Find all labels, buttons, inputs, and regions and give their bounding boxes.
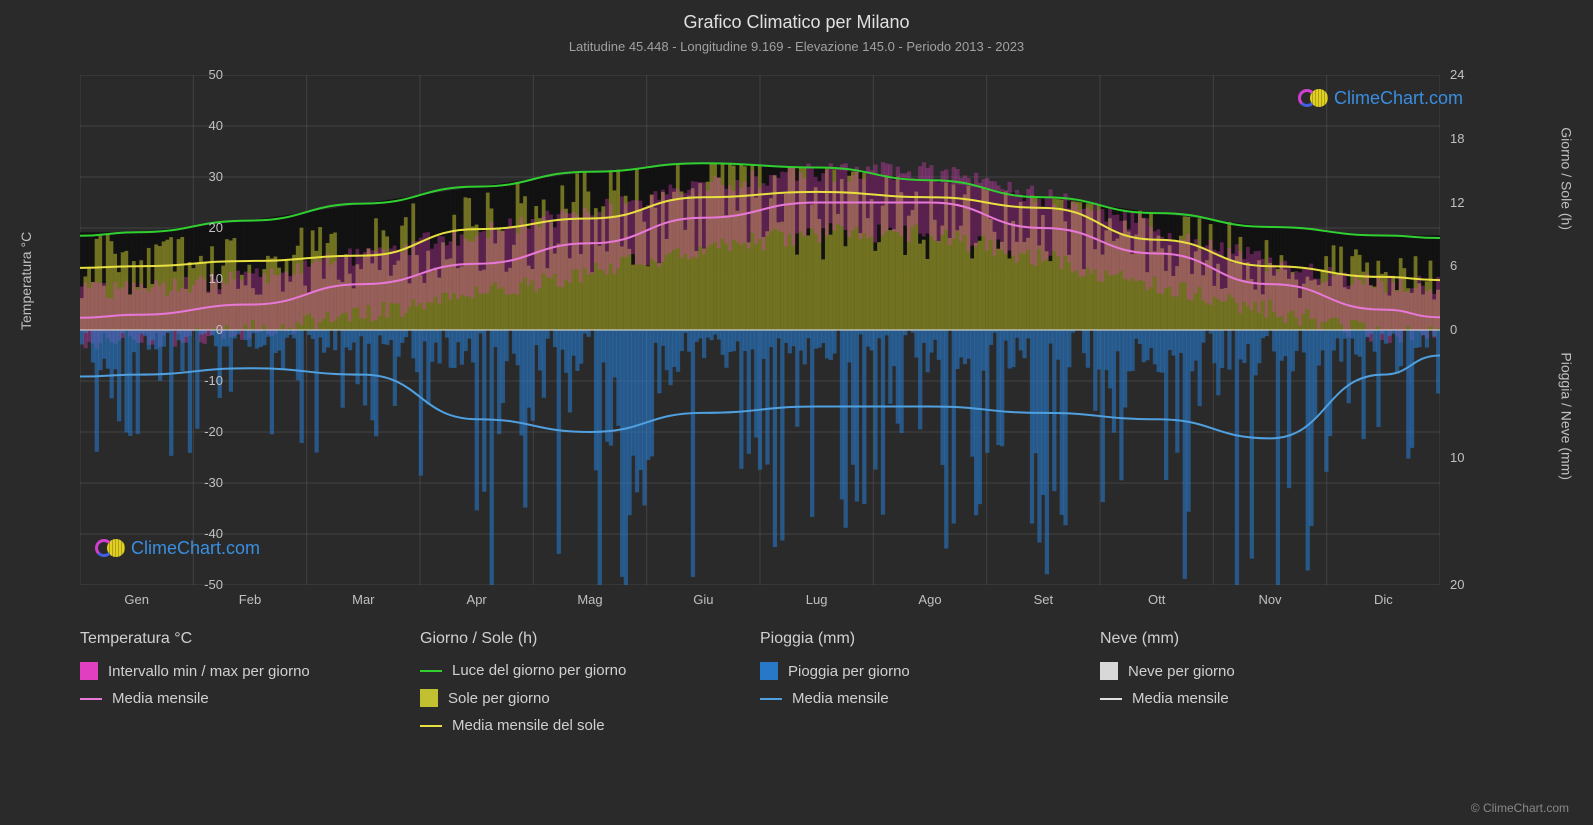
legend-col-sun: Giorno / Sole (h) Luce del giorno per gi… — [420, 630, 760, 744]
legend-item: Sole per giorno — [420, 689, 740, 707]
y-tick-left: -20 — [183, 424, 223, 439]
y-tick-right: 12 — [1450, 195, 1490, 210]
climechart-icon — [95, 539, 125, 559]
legend-col-rain: Pioggia (mm) Pioggia per giorno Media men… — [760, 630, 1100, 744]
x-tick-month: Apr — [447, 592, 507, 607]
legend-header: Neve (mm) — [1100, 630, 1420, 648]
legend-swatch — [420, 725, 442, 727]
legend-item: Intervallo min / max per giorno — [80, 662, 400, 680]
x-tick-month: Giu — [673, 592, 733, 607]
legend-col-snow: Neve (mm) Neve per giorno Media mensile — [1100, 630, 1440, 744]
y-tick-right: 18 — [1450, 131, 1490, 146]
legend-swatch — [420, 670, 442, 672]
legend-swatch — [1100, 662, 1118, 680]
legend-label: Intervallo min / max per giorno — [108, 663, 310, 680]
climechart-icon — [1298, 89, 1328, 109]
brand-text: ClimeChart.com — [131, 538, 260, 559]
legend-swatch — [80, 662, 98, 680]
legend-label: Pioggia per giorno — [788, 663, 910, 680]
legend-item: Media mensile — [1100, 690, 1420, 707]
y-tick-left: 20 — [183, 220, 223, 235]
x-tick-month: Ott — [1127, 592, 1187, 607]
y-tick-left: 30 — [183, 169, 223, 184]
y-tick-left: 10 — [183, 271, 223, 286]
legend-label: Media mensile — [792, 690, 889, 707]
legend-item: Media mensile — [760, 690, 1080, 707]
brand-logo-bottom: ClimeChart.com — [95, 538, 260, 559]
x-tick-month: Mar — [333, 592, 393, 607]
y-tick-right: 20 — [1450, 577, 1490, 592]
legend: Temperatura °C Intervallo min / max per … — [80, 630, 1440, 744]
y-tick-right: 24 — [1450, 67, 1490, 82]
legend-swatch — [80, 698, 102, 700]
legend-swatch — [1100, 698, 1122, 700]
legend-label: Media mensile — [1132, 690, 1229, 707]
x-tick-month: Feb — [220, 592, 280, 607]
y-tick-left: -50 — [183, 577, 223, 592]
brand-text: ClimeChart.com — [1334, 88, 1463, 109]
y-tick-right: 6 — [1450, 258, 1490, 273]
y-tick-left: -30 — [183, 475, 223, 490]
x-tick-month: Nov — [1240, 592, 1300, 607]
legend-col-temp: Temperatura °C Intervallo min / max per … — [80, 630, 420, 744]
chart-title: Grafico Climatico per Milano — [0, 0, 1593, 33]
legend-header: Giorno / Sole (h) — [420, 630, 740, 648]
x-tick-month: Mag — [560, 592, 620, 607]
legend-swatch — [760, 698, 782, 700]
legend-label: Media mensile del sole — [452, 717, 605, 734]
legend-label: Sole per giorno — [448, 690, 550, 707]
legend-swatch — [760, 662, 778, 680]
y-axis-right-top-label: Giorno / Sole (h) — [1559, 127, 1575, 230]
legend-header: Temperatura °C — [80, 630, 400, 648]
x-tick-month: Set — [1013, 592, 1073, 607]
x-tick-month: Ago — [900, 592, 960, 607]
y-tick-right: 10 — [1450, 450, 1490, 465]
legend-item: Neve per giorno — [1100, 662, 1420, 680]
legend-label: Luce del giorno per giorno — [452, 662, 626, 679]
legend-item: Pioggia per giorno — [760, 662, 1080, 680]
y-tick-left: 50 — [183, 67, 223, 82]
legend-header: Pioggia (mm) — [760, 630, 1080, 648]
legend-label: Neve per giorno — [1128, 663, 1235, 680]
legend-item: Media mensile del sole — [420, 717, 740, 734]
legend-swatch — [420, 689, 438, 707]
legend-item: Luce del giorno per giorno — [420, 662, 740, 679]
y-tick-left: 40 — [183, 118, 223, 133]
y-axis-right-bottom-label: Pioggia / Neve (mm) — [1559, 352, 1575, 480]
legend-label: Media mensile — [112, 690, 209, 707]
x-tick-month: Dic — [1353, 592, 1413, 607]
legend-item: Media mensile — [80, 690, 400, 707]
x-tick-month: Lug — [787, 592, 847, 607]
y-axis-left-label: Temperatura °C — [18, 232, 34, 330]
y-tick-right: 0 — [1450, 322, 1490, 337]
y-tick-left: -10 — [183, 373, 223, 388]
chart-plot-area — [80, 75, 1440, 585]
brand-logo-top: ClimeChart.com — [1298, 88, 1463, 109]
chart-svg — [80, 75, 1440, 585]
x-tick-month: Gen — [107, 592, 167, 607]
copyright-text: © ClimeChart.com — [1471, 801, 1569, 815]
y-tick-left: 0 — [183, 322, 223, 337]
chart-subtitle: Latitudine 45.448 - Longitudine 9.169 - … — [0, 33, 1593, 54]
